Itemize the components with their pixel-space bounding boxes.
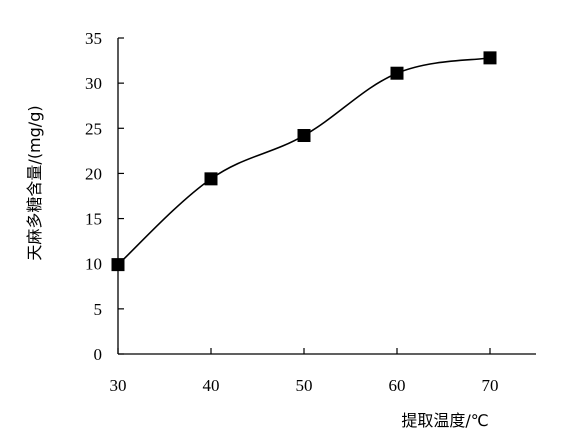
y-tick-label: 15: [85, 210, 102, 229]
x-tick-label: 50: [296, 376, 313, 395]
y-tick-label: 10: [85, 255, 102, 274]
data-point-marker: [204, 172, 218, 186]
axes: [117, 38, 536, 355]
y-ticks: 0 5 10 15 20 25 30 35: [85, 29, 124, 364]
y-tick-label: 5: [94, 300, 103, 319]
series-markers-group: [111, 51, 497, 272]
x-axis-title: 提取温度/℃: [401, 411, 488, 430]
y-tick-label: 30: [85, 74, 102, 93]
y-tick-label: 25: [85, 119, 102, 138]
x-tick-label: 30: [110, 376, 127, 395]
data-point-marker: [483, 51, 497, 65]
y-tick-label: 35: [85, 29, 102, 48]
data-point-marker: [111, 258, 125, 272]
y-tick-label: 20: [85, 164, 102, 183]
series-line: [117, 57, 491, 266]
x-tick-label: 60: [389, 376, 406, 395]
y-tick-label: 0: [94, 345, 103, 364]
data-point-marker: [297, 129, 311, 143]
x-ticks: 30 40 50 60 70: [110, 348, 499, 395]
series-line-group: [117, 57, 491, 266]
data-point-marker: [390, 66, 404, 80]
x-tick-label: 40: [203, 376, 220, 395]
x-tick-label: 70: [482, 376, 499, 395]
y-axis-title: 天麻多糖含量/(mg/g): [25, 105, 44, 260]
